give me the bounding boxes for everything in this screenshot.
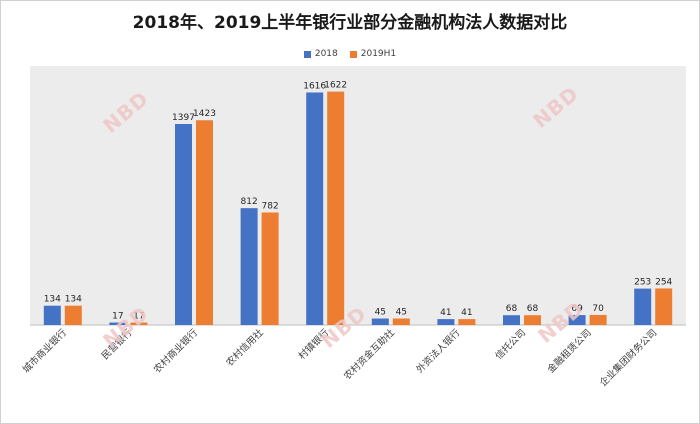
data-label: 134 <box>65 295 82 305</box>
bar-2018-7 <box>503 315 520 325</box>
data-label: 1423 <box>193 109 216 119</box>
bar-2019h1-6 <box>458 319 476 325</box>
legend-label-2018: 2018 <box>314 49 338 59</box>
bar-2019h1-8 <box>589 314 607 325</box>
legend-swatch-2019h1 <box>349 50 357 58</box>
x-tick-label: 外资法人银行 <box>414 326 463 375</box>
data-label: 1622 <box>324 81 347 91</box>
data-label: 782 <box>262 201 279 211</box>
legend-item-2019h1: 2019H1 <box>349 49 397 59</box>
bar-2018-8 <box>568 315 586 325</box>
bar-2019h1-0 <box>64 305 82 325</box>
bar-2018-0 <box>43 305 61 325</box>
bar-2018-9 <box>634 288 652 325</box>
data-label: 41 <box>440 308 451 318</box>
bar-2018-3 <box>240 208 258 325</box>
x-tick-label: 信托公司 <box>493 327 528 362</box>
legend-label-2019h1: 2019H1 <box>360 49 397 59</box>
data-label: 68 <box>527 304 539 314</box>
bar-2018-2 <box>175 123 192 326</box>
data-label: 812 <box>241 197 258 207</box>
x-tick-label: 农村商业银行 <box>151 326 200 375</box>
plot-area <box>30 66 686 325</box>
data-label: 17 <box>112 312 123 322</box>
data-label: 1397 <box>172 113 195 123</box>
data-label: 134 <box>44 295 61 305</box>
data-label: 45 <box>396 308 407 318</box>
bar-2019h1-1 <box>130 322 148 325</box>
legend-item-2018: 2018 <box>303 49 338 59</box>
data-label: 253 <box>634 278 651 288</box>
bar-2019h1-7 <box>524 315 541 325</box>
data-label: 1616 <box>303 81 326 91</box>
bar-2018-5 <box>371 318 389 325</box>
bar-2018-6 <box>437 319 455 325</box>
x-tick-label: 农村信用社 <box>224 326 266 368</box>
bar-2019h1-9 <box>655 288 673 325</box>
chart-title: 2018年、2019上半年银行业部分金融机构法人数据对比 <box>132 13 568 33</box>
data-label: 70 <box>592 304 604 314</box>
data-label: 17 <box>133 312 144 322</box>
legend-swatch-2018 <box>303 50 311 58</box>
bar-2019h1-2 <box>196 120 213 325</box>
data-label: 68 <box>506 304 518 314</box>
bar-2019h1-5 <box>392 318 410 325</box>
data-label: 45 <box>375 308 386 318</box>
x-tick-label: 城市商业银行 <box>20 326 69 375</box>
bar-2018-4 <box>306 92 324 325</box>
data-label: 254 <box>655 277 672 287</box>
bar-2019h1-4 <box>327 91 345 326</box>
data-label: 41 <box>461 308 472 318</box>
data-label: 69 <box>571 304 583 314</box>
chart-legend: 2018 2019H1 <box>0 49 700 59</box>
bar-2019h1-3 <box>261 212 279 325</box>
x-tick-label: 企业集团财务公司 <box>597 327 659 389</box>
bar-2018-1 <box>109 322 127 325</box>
